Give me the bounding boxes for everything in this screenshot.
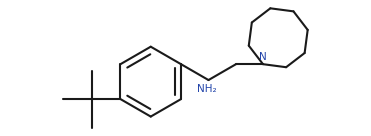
Text: N: N: [259, 52, 267, 62]
Text: NH₂: NH₂: [197, 84, 217, 95]
